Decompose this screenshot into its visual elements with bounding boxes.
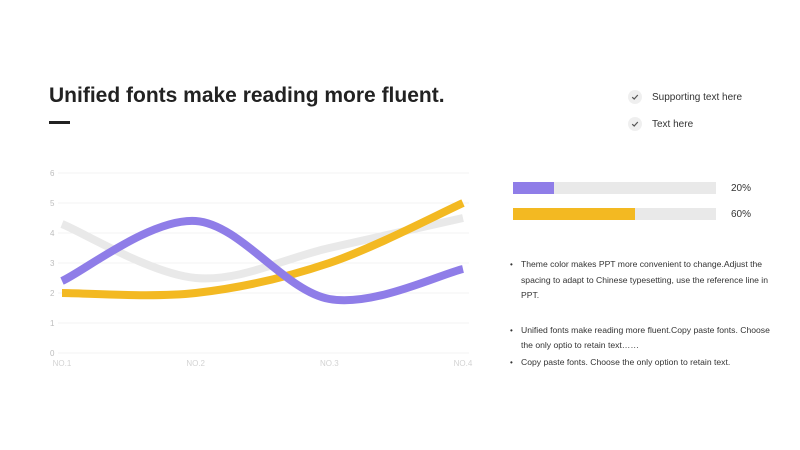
progress-bars: 20% 60% <box>513 182 773 234</box>
check-item-label: Text here <box>652 118 694 130</box>
y-tick-label: 0 <box>50 349 55 358</box>
y-tick-label: 2 <box>50 289 55 298</box>
x-tick-label: NO.2 <box>186 359 205 368</box>
x-tick-label: NO.1 <box>53 359 72 368</box>
series-line <box>61 199 465 300</box>
check-item: Supporting text here <box>628 88 793 106</box>
check-item-label: Supporting text here <box>652 91 743 103</box>
bullet-item: Copy paste fonts. Choose the only option… <box>510 355 770 371</box>
y-tick-label: 3 <box>50 259 55 268</box>
progress-track <box>513 182 716 194</box>
y-tick-label: 1 <box>50 319 55 328</box>
x-tick-label: NO.4 <box>454 359 473 368</box>
check-icon <box>628 117 642 131</box>
series-line <box>60 216 465 305</box>
bullet-list: Theme color makes PPT more convenient to… <box>510 257 770 370</box>
bullet-item: Theme color makes PPT more convenient to… <box>510 257 770 304</box>
check-item: Text here <box>628 115 793 133</box>
progress-fill <box>513 182 554 194</box>
y-tick-label: 5 <box>50 199 55 208</box>
line-chart: 0 1 2 3 4 5 6 NO.1 NO.2 NO.3 NO.4 <box>50 169 473 368</box>
bullet-item: Unified fonts make reading more fluent.C… <box>510 323 770 354</box>
checklist: Supporting text here Text here <box>628 88 793 142</box>
title-underline <box>49 121 70 124</box>
progress-track <box>513 208 716 220</box>
x-tick-label: NO.3 <box>320 359 339 368</box>
page-title: Unified fonts make reading more fluent. <box>49 84 445 107</box>
progress-row: 60% <box>513 208 773 222</box>
progress-percent: 20% <box>731 183 752 194</box>
check-icon <box>628 90 642 104</box>
y-tick-label: 6 <box>50 169 55 178</box>
y-axis-ticks: 0 1 2 3 4 5 6 <box>50 169 55 358</box>
y-tick-label: 4 <box>50 229 55 238</box>
progress-fill <box>513 208 635 220</box>
x-axis-ticks: NO.1 NO.2 NO.3 NO.4 <box>53 359 473 368</box>
progress-row: 20% <box>513 182 773 196</box>
progress-percent: 60% <box>731 209 752 220</box>
chart-series <box>60 199 465 305</box>
